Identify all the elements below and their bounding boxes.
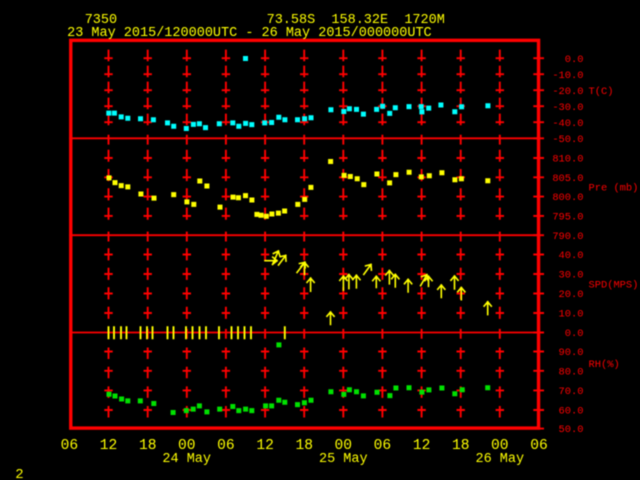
svg-text:18: 18: [295, 438, 313, 454]
svg-text:12: 12: [256, 438, 274, 454]
svg-text:795.0: 795.0: [552, 212, 583, 224]
svg-text:0.0: 0.0: [565, 328, 584, 340]
svg-text:70.0: 70.0: [559, 386, 584, 398]
svg-text:20.0: 20.0: [559, 289, 584, 301]
svg-text:73.58S 158.32E 1720M: 73.58S 158.32E 1720M: [267, 13, 445, 28]
svg-text:10.0: 10.0: [559, 309, 584, 321]
svg-text:80.0: 80.0: [559, 366, 584, 378]
svg-text:790.0: 790.0: [552, 231, 583, 243]
svg-text:06: 06: [61, 438, 79, 454]
svg-text:24 May: 24 May: [162, 452, 211, 467]
svg-text:-40.0: -40.0: [552, 118, 583, 130]
svg-text:30.0: 30.0: [559, 270, 584, 282]
svg-text:810.0: 810.0: [552, 154, 583, 166]
svg-text:23 May 2015/120000UTC - 26 May: 23 May 2015/120000UTC - 26 May 2015/0000…: [67, 26, 432, 41]
svg-text:06: 06: [217, 438, 235, 454]
svg-text:7350: 7350: [85, 13, 117, 28]
svg-text:06: 06: [374, 438, 392, 454]
svg-text:SPD(MPS): SPD(MPS): [589, 280, 639, 292]
svg-text:50.0: 50.0: [559, 424, 584, 436]
svg-text:0.0: 0.0: [565, 54, 584, 66]
svg-text:800.0: 800.0: [552, 192, 583, 204]
svg-text:40.0: 40.0: [559, 250, 584, 262]
svg-text:18: 18: [139, 438, 157, 454]
svg-text:12: 12: [413, 438, 431, 454]
svg-text:18: 18: [452, 438, 470, 454]
svg-text:90.0: 90.0: [559, 347, 584, 359]
svg-text:00: 00: [178, 438, 196, 454]
svg-text:Pre (mb): Pre (mb): [589, 183, 639, 195]
svg-text:-10.0: -10.0: [552, 70, 583, 82]
svg-text:T(C): T(C): [589, 86, 614, 98]
svg-text:60.0: 60.0: [559, 406, 584, 418]
svg-text:-30.0: -30.0: [552, 102, 583, 114]
svg-text:-20.0: -20.0: [552, 86, 583, 98]
svg-text:06: 06: [530, 438, 548, 454]
svg-text:RH(%): RH(%): [589, 359, 620, 371]
svg-text:25 May: 25 May: [319, 452, 368, 467]
svg-text:00: 00: [335, 438, 353, 454]
svg-text:26 May: 26 May: [475, 452, 524, 467]
svg-text:805.0: 805.0: [552, 173, 583, 185]
svg-text:-50.0: -50.0: [552, 134, 583, 146]
svg-text:12: 12: [100, 438, 118, 454]
svg-text:00: 00: [491, 438, 509, 454]
svg-text:2: 2: [15, 467, 23, 480]
